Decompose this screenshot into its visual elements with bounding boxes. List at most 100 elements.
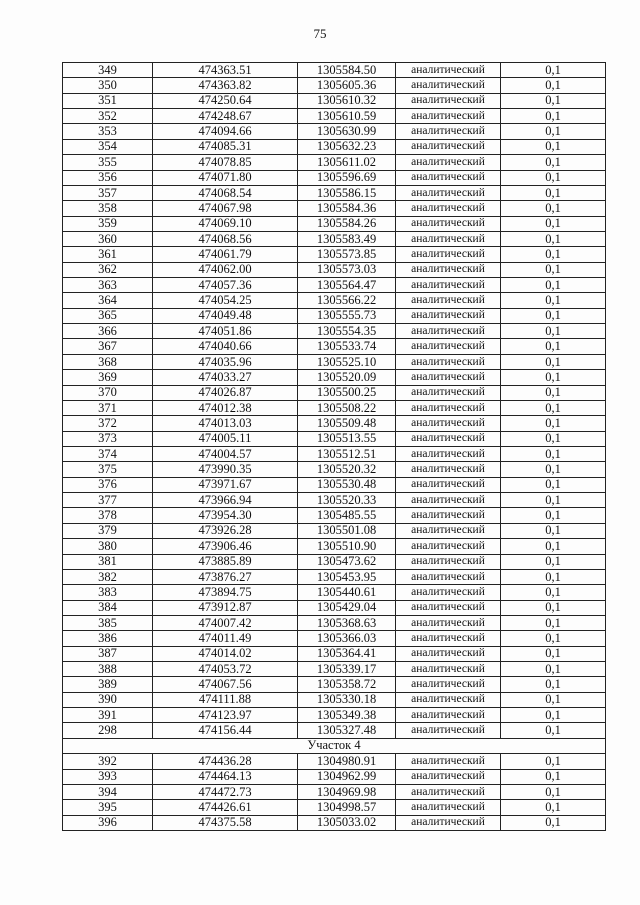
table-row: 383 473894.75 1305440.61 аналитический 0,1 (62, 584, 606, 601)
accuracy-cell: 0,1 (500, 369, 606, 386)
x-coordinate-cell: 474061.79 (152, 246, 298, 263)
accuracy-cell: 0,1 (500, 799, 606, 816)
point-number-cell: 383 (62, 584, 153, 601)
y-coordinate-cell: 1305520.32 (297, 461, 396, 478)
table-row: 351 474250.64 1305610.32 аналитический 0,1 (62, 92, 606, 110)
point-number-cell: 387 (62, 645, 153, 663)
table-row: 358 474067.98 1305584.36 аналитический 0,1 (62, 200, 606, 217)
table-row: 349 474363.51 1305584.50 аналитический 0,1 (62, 61, 606, 79)
table-row: 388 474053.72 1305339.17 аналитический 0,1 (62, 661, 606, 678)
method-cell: аналитический (395, 661, 501, 678)
y-coordinate-cell: 1305512.51 (297, 445, 396, 463)
y-coordinate-cell: 1305033.02 (297, 814, 396, 831)
table-row: 378 473954.30 1305485.55 аналитический 0,1 (62, 507, 606, 524)
y-coordinate-cell: 1305530.48 (297, 476, 396, 494)
x-coordinate-cell: 474363.82 (152, 77, 298, 94)
y-coordinate-cell: 1304998.57 (297, 799, 396, 816)
y-coordinate-cell: 1305611.02 (297, 154, 396, 171)
y-coordinate-cell: 1305533.74 (297, 338, 396, 355)
point-number-cell: 390 (62, 691, 153, 709)
table-row: 386 474011.49 1305366.03 аналитический 0,1 (62, 630, 606, 647)
accuracy-cell: 0,1 (500, 814, 606, 831)
x-coordinate-cell: 473906.46 (152, 538, 298, 555)
method-cell: аналитический (395, 814, 501, 831)
x-coordinate-cell: 474013.03 (152, 415, 298, 432)
point-number-cell: 377 (62, 492, 153, 509)
table-row: 363 474057.36 1305564.47 аналитический 0,1 (62, 277, 606, 294)
x-coordinate-cell: 474040.66 (152, 338, 298, 355)
accuracy-cell: 0,1 (500, 707, 606, 724)
y-coordinate-cell: 1305564.47 (297, 277, 396, 294)
table-row: 380 473906.46 1305510.90 аналитический 0,1 (62, 538, 606, 555)
x-coordinate-cell: 474062.00 (152, 261, 298, 279)
x-coordinate-cell: 474375.58 (152, 814, 298, 831)
point-number-cell: 392 (62, 753, 153, 770)
method-cell: аналитический (395, 507, 501, 524)
method-cell: аналитический (395, 445, 501, 463)
method-cell: аналитический (395, 61, 501, 79)
method-cell: аналитический (395, 430, 501, 447)
method-cell: аналитический (395, 200, 501, 217)
x-coordinate-cell: 474068.56 (152, 230, 298, 248)
point-number-cell: 352 (62, 108, 153, 125)
x-coordinate-cell: 474004.57 (152, 445, 298, 463)
method-cell: аналитический (395, 599, 501, 616)
method-cell: аналитический (395, 768, 501, 785)
accuracy-cell: 0,1 (500, 154, 606, 171)
method-cell: аналитический (395, 399, 501, 417)
method-cell: аналитический (395, 92, 501, 110)
method-cell: аналитический (395, 415, 501, 432)
accuracy-cell: 0,1 (500, 476, 606, 494)
accuracy-cell: 0,1 (500, 261, 606, 279)
accuracy-cell: 0,1 (500, 92, 606, 110)
x-coordinate-cell: 474069.10 (152, 215, 298, 232)
y-coordinate-cell: 1305485.55 (297, 507, 396, 524)
accuracy-cell: 0,1 (500, 768, 606, 785)
x-coordinate-cell: 473885.89 (152, 553, 298, 570)
point-number-cell: 367 (62, 338, 153, 355)
accuracy-cell: 0,1 (500, 215, 606, 232)
accuracy-cell: 0,1 (500, 108, 606, 125)
method-cell: аналитический (395, 108, 501, 125)
table-row: 394 474472.73 1304969.98 аналитический 0,1 (62, 783, 606, 801)
method-cell: аналитический (395, 169, 501, 186)
y-coordinate-cell: 1305366.03 (297, 630, 396, 647)
x-coordinate-cell: 474248.67 (152, 108, 298, 125)
method-cell: аналитический (395, 338, 501, 355)
x-coordinate-cell: 474067.56 (152, 676, 298, 693)
y-coordinate-cell: 1304962.99 (297, 768, 396, 785)
point-number-cell: 395 (62, 799, 153, 816)
accuracy-cell: 0,1 (500, 645, 606, 663)
table-row: 353 474094.66 1305630.99 аналитический 0,1 (62, 123, 606, 140)
accuracy-cell: 0,1 (500, 568, 606, 586)
y-coordinate-cell: 1305364.41 (297, 645, 396, 663)
y-coordinate-cell: 1305473.62 (297, 553, 396, 570)
y-coordinate-cell: 1305327.48 (297, 722, 396, 739)
accuracy-cell: 0,1 (500, 246, 606, 263)
point-number-cell: 396 (62, 814, 153, 831)
method-cell: аналитический (395, 292, 501, 309)
table-row: 375 473990.35 1305520.32 аналитический 0,1 (62, 461, 606, 478)
y-coordinate-cell: 1305358.72 (297, 676, 396, 693)
point-number-cell: 381 (62, 553, 153, 570)
table-row: 374 474004.57 1305512.51 аналитический 0,1 (62, 445, 606, 463)
y-coordinate-cell: 1305368.63 (297, 614, 396, 632)
x-coordinate-cell: 473912.87 (152, 599, 298, 616)
accuracy-cell: 0,1 (500, 553, 606, 570)
accuracy-cell: 0,1 (500, 184, 606, 202)
x-coordinate-cell: 474085.31 (152, 138, 298, 156)
x-coordinate-cell: 473894.75 (152, 584, 298, 601)
accuracy-cell: 0,1 (500, 169, 606, 186)
y-coordinate-cell: 1305573.85 (297, 246, 396, 263)
y-coordinate-cell: 1305509.48 (297, 415, 396, 432)
table-row: 362 474062.00 1305573.03 аналитический 0,1 (62, 261, 606, 279)
table-row: 373 474005.11 1305513.55 аналитический 0,1 (62, 430, 606, 447)
accuracy-cell: 0,1 (500, 307, 606, 325)
method-cell: аналитический (395, 476, 501, 494)
y-coordinate-cell: 1305525.10 (297, 353, 396, 371)
accuracy-cell: 0,1 (500, 445, 606, 463)
y-coordinate-cell: 1305566.22 (297, 292, 396, 309)
table-row: 367 474040.66 1305533.74 аналитический 0,1 (62, 338, 606, 355)
x-coordinate-cell: 474051.86 (152, 323, 298, 340)
y-coordinate-cell: 1305513.55 (297, 430, 396, 447)
